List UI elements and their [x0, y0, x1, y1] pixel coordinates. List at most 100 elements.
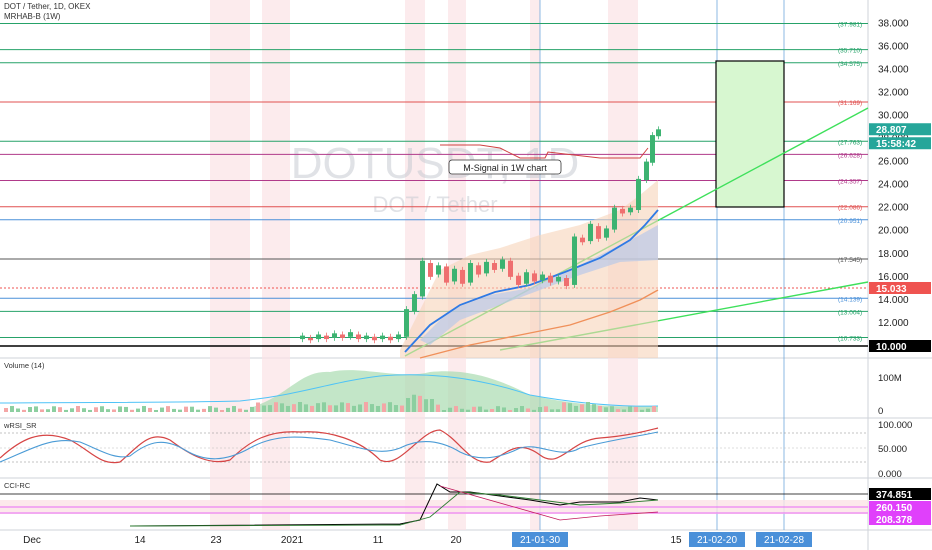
volume-bar-69: [418, 395, 422, 412]
volume-bar-55: [334, 405, 338, 412]
volume-bar-50: [304, 404, 308, 412]
cci-badge-0: [869, 488, 931, 500]
price-badge-1: [869, 137, 931, 150]
volume-bar-0: [4, 408, 8, 412]
price-badge-label-1: 15:58:42: [876, 139, 916, 150]
volume-bar-88: [532, 409, 536, 412]
level-label-7: (22.086): [838, 205, 862, 212]
cci-badge-2: [869, 513, 931, 525]
volume-bar-21: [130, 409, 134, 412]
candle-22: [476, 265, 481, 275]
volume-bar-73: [442, 409, 446, 412]
candle-10: [380, 335, 385, 340]
wrsi-tick-50: 50.000: [878, 444, 907, 455]
volume-bar-9: [58, 407, 62, 412]
volume-bar-14: [88, 409, 92, 412]
candle-25: [500, 259, 505, 269]
volume-bar-22: [136, 408, 140, 412]
volume-bar-82: [496, 406, 500, 412]
volume-bar-46: [280, 403, 284, 412]
wrsi-blue-wave: [0, 431, 659, 463]
volume-bar-94: [568, 403, 572, 412]
price-badge-label-2: 15.033: [876, 284, 907, 295]
wrsi-red-wave: [0, 427, 659, 464]
candle-3: [324, 335, 329, 340]
candle-27: [516, 275, 521, 285]
volume-bar-93: [562, 402, 566, 412]
candle-29: [532, 273, 537, 282]
volume-tick-0: 0: [878, 406, 883, 417]
indicator-title: MRHAB-B (1W): [4, 12, 61, 21]
volume-bar-95: [574, 405, 578, 412]
volume-bar-67: [406, 398, 410, 412]
volume-bar-97: [586, 402, 590, 412]
volume-bar-108: [652, 406, 656, 412]
price-badge-3: [869, 340, 931, 352]
volume-bar-74: [448, 407, 452, 412]
price-tick-13: 12.000: [878, 318, 909, 329]
volume-bar-106: [640, 409, 644, 412]
volume-bar-28: [172, 408, 176, 412]
time-highlight-label-0: 21-01-30: [520, 535, 560, 546]
wrsi-title: wRSI_SR: [3, 421, 37, 430]
volume-bar-75: [454, 406, 458, 412]
volume-cloud: [250, 370, 658, 412]
volume-bar-11: [70, 408, 74, 412]
level-label-1: (35.710): [838, 48, 862, 55]
price-tick-11: 16.000: [878, 272, 909, 283]
price-tick-2: 34.000: [878, 64, 909, 75]
candle-26: [508, 260, 513, 277]
volume-bar-10: [64, 409, 68, 412]
candle-28: [524, 272, 529, 284]
volume-bar-16: [100, 406, 104, 412]
volume-bar-36: [220, 409, 224, 412]
candle-9: [372, 336, 377, 341]
cci-signal: [129, 491, 659, 527]
volume-bar-81: [490, 409, 494, 412]
volume-bar-13: [82, 408, 86, 412]
price-tick-10: 18.000: [878, 249, 909, 260]
volume-bar-104: [628, 406, 632, 412]
volume-bar-32: [196, 409, 200, 412]
candle-36: [588, 223, 593, 242]
candle-33: [564, 278, 569, 287]
volume-bar-79: [478, 406, 482, 412]
candle-13: [404, 309, 409, 337]
volume-bar-41: [250, 406, 254, 412]
volume-bar-31: [190, 406, 194, 412]
time-tick-2: 23: [210, 535, 222, 546]
volume-bar-58: [352, 405, 356, 412]
candle-5: [340, 334, 345, 338]
candle-38: [604, 228, 609, 238]
volume-bar-56: [340, 402, 344, 412]
price-tick-7: 24.000: [878, 180, 909, 191]
volume-bar-33: [202, 408, 206, 412]
volume-bar-68: [412, 394, 416, 412]
price-tick-9: 20.000: [878, 226, 909, 237]
m-signal-label: M-Signal in 1W chart: [463, 163, 547, 173]
price-tick-4: 30.000: [878, 110, 909, 121]
cci-badge-1: [869, 501, 931, 513]
volume-bar-57: [346, 403, 350, 412]
volume-bar-52: [316, 403, 320, 412]
volume-bar-15: [94, 407, 98, 412]
target-box[interactable]: [715, 60, 785, 208]
volume-bar-39: [238, 408, 242, 412]
volume-bar-90: [544, 406, 548, 412]
candle-11: [388, 336, 393, 341]
volume-bar-19: [118, 406, 122, 412]
ma-line-blue: [404, 209, 659, 353]
candle-2: [316, 334, 321, 340]
symbol-title: DOT / Tether, 1D, OKEX: [4, 2, 91, 11]
candle-12: [396, 334, 401, 340]
candle-31: [548, 275, 553, 283]
cci-badge-label-0: 374.851: [876, 490, 913, 501]
price-badge-2: [869, 281, 931, 294]
cci-badge-label-2: 208.378: [876, 515, 913, 526]
cci-badge-label-1: 260.150: [876, 503, 913, 514]
volume-bar-77: [466, 409, 470, 412]
time-highlight-label-2: 21-02-28: [764, 535, 804, 546]
volume-bar-76: [460, 408, 464, 412]
volume-bar-7: [46, 409, 50, 412]
